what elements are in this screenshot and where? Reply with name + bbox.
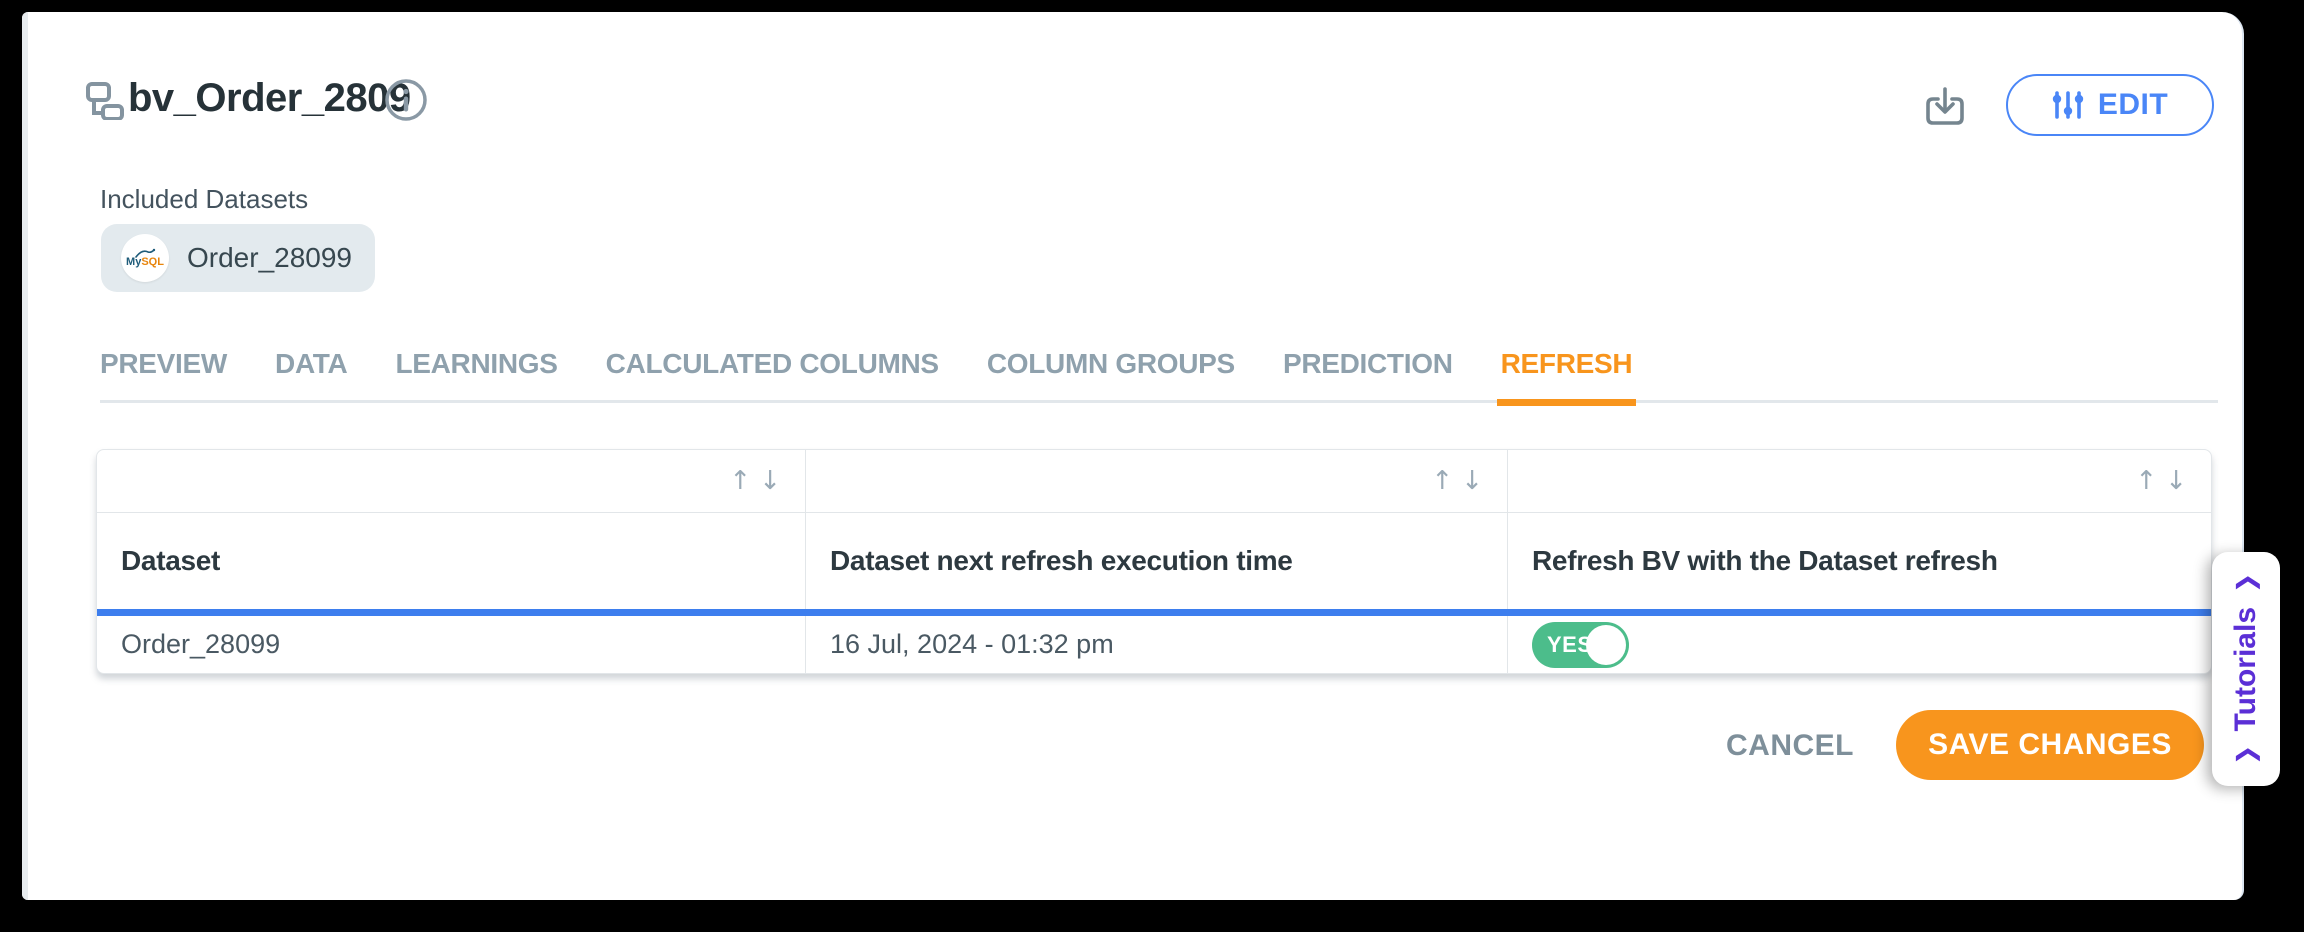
cell-refresh-toggle: YES bbox=[1508, 616, 2211, 673]
toggle-label: YES bbox=[1547, 631, 1593, 657]
column-header-dataset: Dataset bbox=[97, 513, 806, 609]
business-view-hierarchy-icon bbox=[86, 82, 124, 120]
main-panel: bv_Order_2809 EDIT Included Datasets bbox=[22, 12, 2244, 900]
tutorials-label: Tutorials bbox=[2229, 606, 2262, 732]
cell-next-refresh-time: 16 Jul, 2024 - 01:32 pm bbox=[806, 616, 1508, 673]
edit-button-label: EDIT bbox=[2097, 88, 2169, 121]
tutorials-side-tab[interactable]: ❯ Tutorials ❯ bbox=[2212, 552, 2280, 786]
sort-cell-next-refresh: ↑ ↓ bbox=[806, 450, 1508, 512]
chevron-up-icon: ❯ bbox=[2231, 572, 2260, 593]
refresh-table: ↑ ↓ ↑ ↓ ↑ ↓ Dataset Dataset next refresh… bbox=[96, 449, 2212, 674]
save-changes-button[interactable]: SAVE CHANGES bbox=[1896, 710, 2204, 780]
download-button[interactable] bbox=[1922, 84, 1968, 130]
dataset-chip-label: Order_28099 bbox=[187, 242, 353, 273]
table-sort-row: ↑ ↓ ↑ ↓ ↑ ↓ bbox=[97, 450, 2211, 513]
tab-prediction[interactable]: PREDICTION bbox=[1282, 348, 1453, 379]
sliders-icon bbox=[2052, 89, 2084, 121]
column-header-next-refresh: Dataset next refresh execution time bbox=[806, 513, 1508, 609]
table-header-divider bbox=[97, 609, 2211, 616]
mysql-logo-suffix: SQL bbox=[141, 256, 164, 268]
included-datasets-label: Included Datasets bbox=[100, 184, 309, 214]
sort-asc-icon[interactable]: ↑ bbox=[2135, 466, 2158, 496]
tab-bar: PREVIEW DATA LEARNINGS CALCULATED COLUMN… bbox=[100, 348, 2218, 406]
info-icon[interactable] bbox=[384, 78, 428, 122]
tab-calculated-columns[interactable]: CALCULATED COLUMNS bbox=[605, 348, 939, 379]
toggle-knob bbox=[1586, 624, 1626, 665]
dataset-chip[interactable]: MySQL Order_28099 bbox=[101, 224, 375, 292]
mysql-logo-prefix: My bbox=[126, 256, 142, 268]
table-header-row: Dataset Dataset next refresh execution t… bbox=[97, 513, 2211, 609]
tab-data[interactable]: DATA bbox=[275, 348, 348, 379]
sort-desc-icon[interactable]: ↓ bbox=[2165, 466, 2187, 496]
cancel-button[interactable]: CANCEL bbox=[1720, 728, 1860, 764]
column-header-refresh-bv: Refresh BV with the Dataset refresh bbox=[1532, 545, 1998, 576]
tab-learnings[interactable]: LEARNINGS bbox=[395, 348, 558, 379]
sort-asc-icon[interactable]: ↑ bbox=[1431, 466, 1454, 496]
mysql-logo-icon: MySQL bbox=[121, 234, 169, 282]
cell-dataset-name: Order_28099 bbox=[97, 616, 806, 673]
tab-preview[interactable]: PREVIEW bbox=[100, 348, 228, 379]
refresh-bv-toggle[interactable]: YES bbox=[1532, 621, 1629, 668]
sort-cell-dataset: ↑ ↓ bbox=[97, 450, 806, 512]
sort-cell-refresh-bv: ↑ ↓ bbox=[1508, 450, 2211, 512]
tab-column-groups[interactable]: COLUMN GROUPS bbox=[986, 348, 1235, 379]
sort-asc-icon[interactable]: ↑ bbox=[729, 466, 752, 496]
table-row: Order_28099 16 Jul, 2024 - 01:32 pm YES bbox=[97, 616, 2211, 673]
edit-button[interactable]: EDIT bbox=[2006, 74, 2214, 136]
sort-desc-icon[interactable]: ↓ bbox=[1461, 466, 1483, 496]
sort-desc-icon[interactable]: ↓ bbox=[759, 466, 781, 496]
panel-left-strip bbox=[22, 12, 28, 900]
chevron-up-icon: ❯ bbox=[2231, 745, 2260, 766]
page-title: bv_Order_2809 bbox=[128, 76, 411, 120]
tab-refresh[interactable]: REFRESH bbox=[1496, 348, 1637, 406]
